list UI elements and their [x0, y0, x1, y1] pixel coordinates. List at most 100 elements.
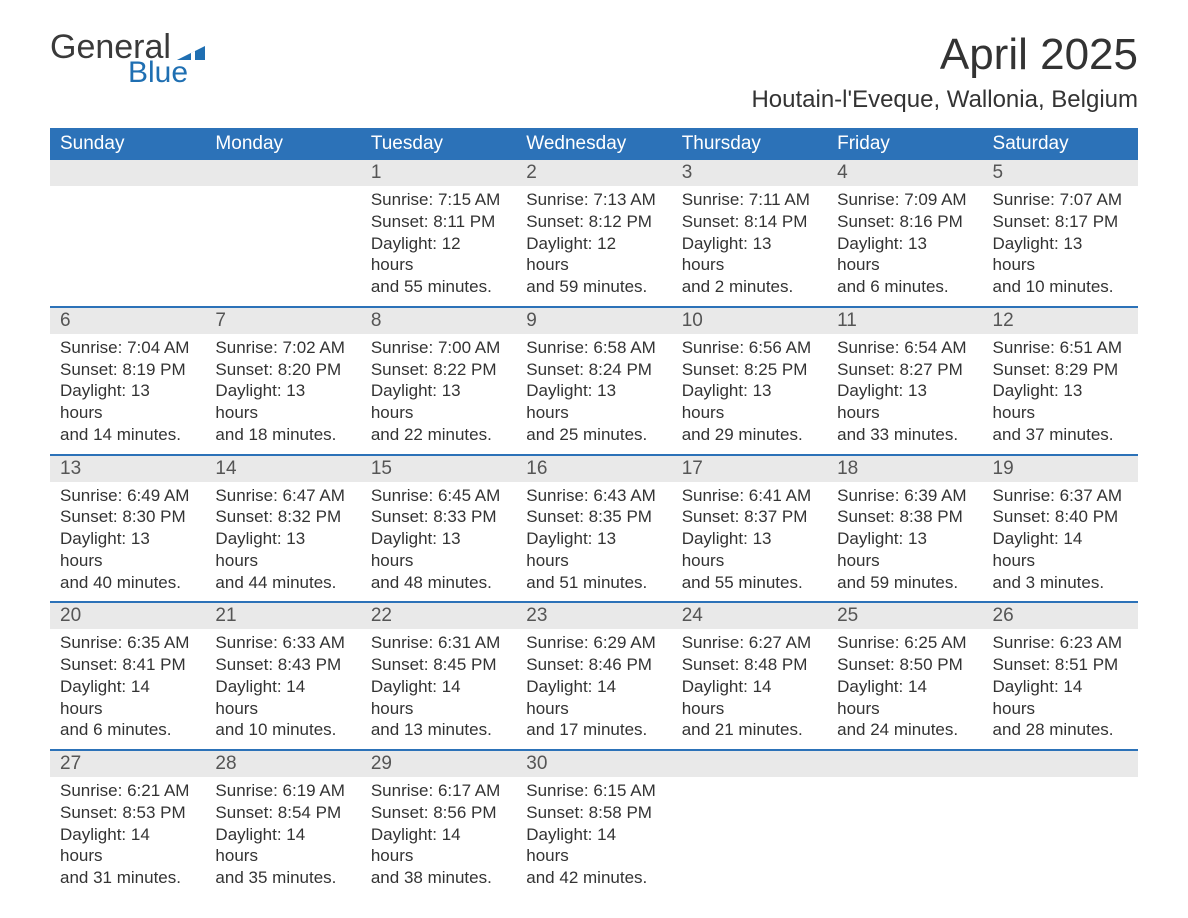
daylight-minutes: 59 [559, 277, 578, 296]
daylight-hours: 14 [286, 825, 305, 844]
daylight-label: Daylight: [371, 529, 442, 548]
sunrise-line: Sunrise: 6:39 AM [837, 485, 972, 507]
day-number-row: 13141516171819 [50, 454, 1138, 482]
sunrise-value: 7:07 AM [1060, 190, 1122, 209]
day-number-cell: 14 [205, 456, 360, 482]
minutes-word: minutes. [112, 425, 181, 444]
hours-word: hours [993, 255, 1036, 274]
sunset-value: 8:24 PM [589, 360, 652, 379]
sunrise-label: Sunrise: [215, 338, 282, 357]
day-detail-cell: Sunrise: 7:02 AMSunset: 8:20 PMDaylight:… [205, 334, 360, 454]
logo-text-blue: Blue [128, 58, 205, 88]
daylight-label: Daylight: [60, 381, 131, 400]
day-number-cell: 24 [672, 603, 827, 629]
hours-word: hours [993, 403, 1036, 422]
and-word: and [526, 573, 559, 592]
hours-word: hours [60, 699, 103, 718]
day-detail-cell: Sunrise: 6:15 AMSunset: 8:58 PMDaylight:… [516, 777, 671, 897]
sunset-line: Sunset: 8:53 PM [60, 802, 195, 824]
sunset-line: Sunset: 8:54 PM [215, 802, 350, 824]
sunset-line: Sunset: 8:50 PM [837, 654, 972, 676]
sunrise-line: Sunrise: 6:45 AM [371, 485, 506, 507]
daylight-line-2: and 28 minutes. [993, 719, 1128, 741]
sunrise-value: 6:21 AM [127, 781, 189, 800]
daylight-label: Daylight: [371, 234, 442, 253]
sunset-line: Sunset: 8:37 PM [682, 506, 817, 528]
sunrise-value: 6:56 AM [749, 338, 811, 357]
daylight-line-1: Daylight: 14 hours [215, 676, 350, 720]
sunset-line: Sunset: 8:51 PM [993, 654, 1128, 676]
daylight-label: Daylight: [682, 234, 753, 253]
daylight-label: Daylight: [526, 677, 597, 696]
sunrise-line: Sunrise: 7:00 AM [371, 337, 506, 359]
hours-word: hours [215, 846, 258, 865]
day-detail-cell: Sunrise: 6:56 AMSunset: 8:25 PMDaylight:… [672, 334, 827, 454]
minutes-word: minutes. [578, 720, 647, 739]
day-detail-cell: Sunrise: 6:23 AMSunset: 8:51 PMDaylight:… [983, 629, 1138, 749]
day-detail-cell: Sunrise: 6:51 AMSunset: 8:29 PMDaylight:… [983, 334, 1138, 454]
daylight-line-1: Daylight: 13 hours [682, 233, 817, 277]
day-number-cell: 12 [983, 308, 1138, 334]
day-number-cell: 27 [50, 751, 205, 777]
day-number-row: 12345 [50, 160, 1138, 186]
sunset-line: Sunset: 8:11 PM [371, 211, 506, 233]
hours-word: hours [526, 846, 569, 865]
daylight-hours: 13 [597, 529, 616, 548]
daylight-line-1: Daylight: 14 hours [837, 676, 972, 720]
sunset-value: 8:29 PM [1055, 360, 1118, 379]
and-word: and [993, 573, 1026, 592]
minutes-word: minutes. [112, 868, 181, 887]
minutes-word: minutes. [267, 720, 336, 739]
daylight-label: Daylight: [60, 529, 131, 548]
and-word: and [993, 425, 1026, 444]
sunrise-value: 6:25 AM [904, 633, 966, 652]
sunset-label: Sunset: [993, 212, 1055, 231]
weekday-header-cell: Thursday [672, 128, 827, 160]
day-detail-row: Sunrise: 6:49 AMSunset: 8:30 PMDaylight:… [50, 482, 1138, 602]
daylight-line-2: and 2 minutes. [682, 276, 817, 298]
sunset-label: Sunset: [993, 507, 1055, 526]
sunset-value: 8:58 PM [589, 803, 652, 822]
day-detail-cell: Sunrise: 6:43 AMSunset: 8:35 PMDaylight:… [516, 482, 671, 602]
sunset-line: Sunset: 8:38 PM [837, 506, 972, 528]
daylight-minutes: 48 [404, 573, 423, 592]
daylight-hours: 13 [753, 529, 772, 548]
day-detail-cell: Sunrise: 6:17 AMSunset: 8:56 PMDaylight:… [361, 777, 516, 897]
daylight-line-1: Daylight: 13 hours [993, 380, 1128, 424]
daylight-label: Daylight: [215, 529, 286, 548]
sunrise-label: Sunrise: [993, 338, 1060, 357]
and-word: and [837, 573, 870, 592]
daylight-hours: 13 [286, 529, 305, 548]
sunrise-label: Sunrise: [682, 338, 749, 357]
daylight-line-2: and 14 minutes. [60, 424, 195, 446]
daylight-line-1: Daylight: 13 hours [526, 528, 661, 572]
sunset-label: Sunset: [837, 360, 899, 379]
hours-word: hours [371, 699, 414, 718]
weekday-header-row: SundayMondayTuesdayWednesdayThursdayFrid… [50, 128, 1138, 160]
sunrise-line: Sunrise: 6:35 AM [60, 632, 195, 654]
daylight-hours: 13 [286, 381, 305, 400]
daylight-hours: 14 [131, 677, 150, 696]
day-number-cell: 23 [516, 603, 671, 629]
sunset-label: Sunset: [371, 655, 433, 674]
sunrise-line: Sunrise: 6:27 AM [682, 632, 817, 654]
sunrise-label: Sunrise: [371, 633, 438, 652]
daylight-line-2: and 21 minutes. [682, 719, 817, 741]
day-detail-cell: Sunrise: 6:37 AMSunset: 8:40 PMDaylight:… [983, 482, 1138, 602]
daylight-hours: 13 [131, 381, 150, 400]
and-word: and [682, 277, 715, 296]
day-number-cell: 22 [361, 603, 516, 629]
daylight-line-2: and 10 minutes. [993, 276, 1128, 298]
daylight-line-1: Daylight: 13 hours [682, 528, 817, 572]
daylight-hours: 13 [442, 381, 461, 400]
sunset-line: Sunset: 8:17 PM [993, 211, 1128, 233]
daylight-minutes: 13 [404, 720, 423, 739]
sunrise-label: Sunrise: [837, 633, 904, 652]
sunrise-label: Sunrise: [837, 338, 904, 357]
daylight-line-1: Daylight: 14 hours [371, 824, 506, 868]
daylight-minutes: 21 [715, 720, 734, 739]
sunset-value: 8:50 PM [899, 655, 962, 674]
and-word: and [526, 868, 559, 887]
day-number-cell: 4 [827, 160, 982, 186]
day-number-cell: 26 [983, 603, 1138, 629]
